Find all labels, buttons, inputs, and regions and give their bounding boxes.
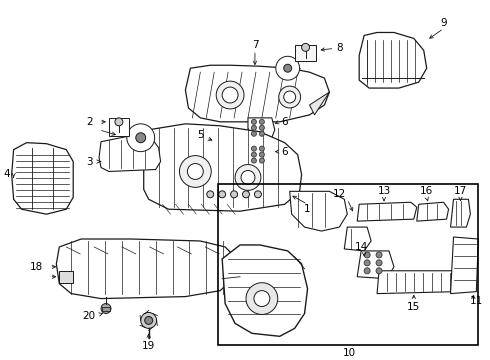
Polygon shape: [210, 128, 232, 167]
Circle shape: [259, 146, 265, 151]
Polygon shape: [99, 136, 161, 171]
Text: 19: 19: [142, 341, 155, 351]
Polygon shape: [248, 118, 275, 138]
Polygon shape: [377, 271, 459, 294]
Circle shape: [259, 125, 265, 130]
Circle shape: [364, 252, 370, 258]
Polygon shape: [222, 245, 308, 336]
Circle shape: [376, 268, 382, 274]
Polygon shape: [310, 92, 329, 115]
Circle shape: [179, 156, 211, 187]
Polygon shape: [417, 202, 448, 221]
Circle shape: [259, 152, 265, 157]
Circle shape: [284, 91, 295, 103]
Circle shape: [376, 252, 382, 258]
Text: 16: 16: [420, 186, 433, 196]
Circle shape: [251, 131, 256, 136]
Polygon shape: [450, 199, 470, 227]
Polygon shape: [290, 192, 347, 231]
Text: 2: 2: [86, 117, 93, 127]
Circle shape: [251, 120, 256, 124]
Text: 12: 12: [333, 189, 346, 199]
Circle shape: [145, 316, 153, 324]
Polygon shape: [248, 145, 275, 165]
Circle shape: [251, 125, 256, 130]
Circle shape: [302, 44, 310, 51]
Circle shape: [276, 56, 299, 80]
Polygon shape: [185, 65, 329, 122]
Circle shape: [241, 171, 255, 184]
Circle shape: [376, 260, 382, 266]
Text: 1: 1: [304, 204, 311, 214]
Bar: [109, 118, 129, 136]
Text: 14: 14: [355, 242, 368, 252]
Circle shape: [259, 120, 265, 124]
Circle shape: [207, 191, 214, 198]
Circle shape: [127, 124, 155, 152]
Bar: [102, 306, 110, 311]
Circle shape: [254, 191, 261, 198]
Circle shape: [187, 163, 203, 179]
Text: 15: 15: [407, 302, 420, 311]
Text: 11: 11: [470, 296, 483, 306]
Text: 13: 13: [377, 186, 391, 196]
Circle shape: [231, 191, 238, 198]
Text: 6: 6: [281, 117, 288, 127]
Text: 9: 9: [441, 18, 447, 27]
Text: 10: 10: [343, 348, 356, 358]
Circle shape: [246, 283, 278, 315]
Text: 7: 7: [252, 40, 258, 50]
Polygon shape: [344, 227, 371, 251]
Circle shape: [254, 291, 270, 306]
Circle shape: [101, 303, 111, 314]
Polygon shape: [56, 239, 235, 298]
Circle shape: [216, 81, 244, 109]
Circle shape: [259, 131, 265, 136]
Polygon shape: [450, 237, 478, 294]
Circle shape: [279, 86, 300, 108]
Bar: [218, 184, 478, 345]
Text: 6: 6: [281, 147, 288, 157]
Text: 3: 3: [86, 157, 93, 167]
Text: 5: 5: [197, 130, 204, 140]
Text: 20: 20: [82, 311, 96, 321]
Text: 4: 4: [3, 170, 10, 180]
Circle shape: [251, 152, 256, 157]
Polygon shape: [12, 143, 73, 214]
Text: 17: 17: [454, 186, 467, 196]
Circle shape: [251, 146, 256, 151]
Polygon shape: [359, 32, 427, 88]
Circle shape: [219, 191, 225, 198]
Polygon shape: [357, 202, 417, 221]
Circle shape: [141, 312, 157, 328]
Polygon shape: [357, 251, 394, 279]
Circle shape: [364, 268, 370, 274]
Circle shape: [235, 165, 261, 190]
Bar: [59, 271, 73, 283]
Text: 8: 8: [336, 43, 343, 53]
Circle shape: [259, 158, 265, 163]
Text: 18: 18: [30, 262, 43, 272]
Circle shape: [364, 260, 370, 266]
Bar: [294, 45, 317, 61]
Circle shape: [243, 191, 249, 198]
Circle shape: [136, 133, 146, 143]
Circle shape: [115, 118, 123, 126]
Circle shape: [284, 64, 292, 72]
Circle shape: [222, 87, 238, 103]
Polygon shape: [144, 124, 302, 211]
Circle shape: [251, 158, 256, 163]
